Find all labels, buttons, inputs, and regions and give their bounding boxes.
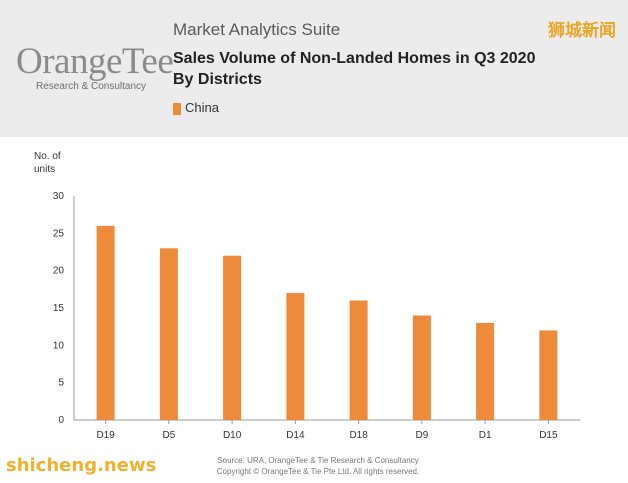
y-axis-label: No. of units xyxy=(34,150,74,176)
x-tick-label: D18 xyxy=(349,430,368,441)
bar-d15 xyxy=(539,330,558,420)
chart-title-line2: By Districts xyxy=(173,71,262,88)
y-axis-label-line1: No. of xyxy=(34,151,61,162)
y-tick-label: 20 xyxy=(53,266,65,277)
bar-d10 xyxy=(223,255,242,420)
logo-subtitle: Research & Consultancy xyxy=(36,81,147,92)
y-axis-label-line2: units xyxy=(34,164,56,175)
x-tick-label: D10 xyxy=(223,430,242,441)
y-tick-label: 10 xyxy=(53,340,65,351)
orangetee-logo: OrangeTee xyxy=(16,41,174,82)
footer: Source: URA, OrangeTee & Tie Research & … xyxy=(0,455,628,477)
y-tick-label: 0 xyxy=(58,415,64,426)
chart-title: Sales Volume of Non-Landed Homes in Q3 2… xyxy=(173,48,535,90)
chart-title-line1: Sales Volume of Non-Landed Homes in Q3 2… xyxy=(173,50,536,67)
bar-d9 xyxy=(412,315,431,420)
legend-swatch xyxy=(173,103,181,115)
x-tick-label: D9 xyxy=(415,430,428,441)
watermark-chinese: 狮城新闻 xyxy=(548,21,616,40)
y-tick-label: 25 xyxy=(53,228,65,239)
legend-label: China xyxy=(185,100,219,115)
x-tick-label: D5 xyxy=(162,430,175,441)
suite-name: Market Analytics Suite xyxy=(173,20,341,39)
bar-d19 xyxy=(96,225,115,420)
bar-d1 xyxy=(476,322,495,420)
y-tick-label: 15 xyxy=(53,303,65,314)
copyright-note: Copyright © OrangeTee & Tie Pte Ltd. All… xyxy=(216,467,420,476)
x-tick-label: D15 xyxy=(539,430,558,441)
y-tick-label: 5 xyxy=(58,378,64,389)
x-tick-label: D1 xyxy=(479,430,492,441)
x-tick-label: D19 xyxy=(96,430,115,441)
x-tick-label: D14 xyxy=(286,430,305,441)
site-watermark: shicheng.news xyxy=(6,455,157,476)
bar-d18 xyxy=(349,300,368,420)
y-tick-label: 30 xyxy=(53,191,65,202)
source-note: Source: URA, OrangeTee & Tie Research & … xyxy=(217,456,419,465)
bar-d14 xyxy=(286,293,305,420)
chart-header: OrangeTee Research & Consultancy Market … xyxy=(0,0,628,137)
bar-d5 xyxy=(159,248,178,420)
